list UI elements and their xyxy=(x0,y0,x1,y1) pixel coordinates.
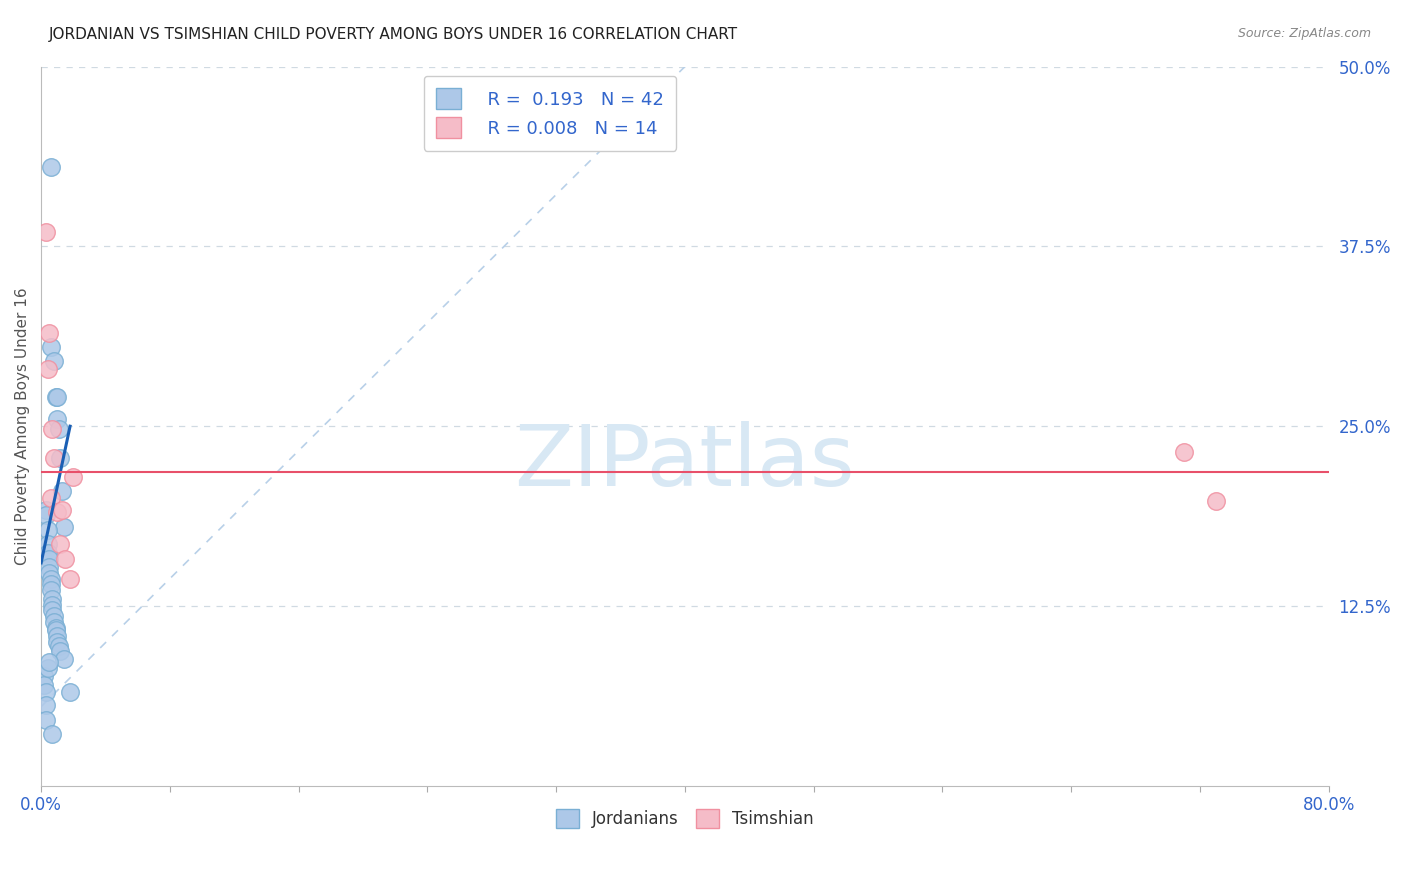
Point xyxy=(37,661,59,675)
Point xyxy=(35,502,58,516)
Point xyxy=(42,354,65,368)
Point xyxy=(59,572,82,586)
Text: ZIPatlas: ZIPatlas xyxy=(515,421,855,504)
Point xyxy=(37,523,59,537)
Point xyxy=(35,508,58,523)
Point xyxy=(38,566,60,580)
Point xyxy=(49,537,72,551)
Point xyxy=(45,624,67,638)
Point xyxy=(41,598,63,612)
Point xyxy=(34,669,56,683)
Point xyxy=(34,678,56,692)
Legend: Jordanians, Tsimshian: Jordanians, Tsimshian xyxy=(548,803,821,835)
Point xyxy=(49,450,72,465)
Point xyxy=(39,340,62,354)
Point xyxy=(41,591,63,606)
Point xyxy=(38,326,60,340)
Point xyxy=(38,655,60,669)
Point xyxy=(1173,445,1195,459)
Point xyxy=(35,713,58,727)
Point xyxy=(51,483,73,498)
Point xyxy=(62,469,84,483)
Point xyxy=(45,621,67,635)
Point xyxy=(42,450,65,465)
Point xyxy=(46,635,69,649)
Point xyxy=(41,603,63,617)
Point xyxy=(46,412,69,426)
Point xyxy=(35,698,58,713)
Point xyxy=(39,491,62,505)
Point xyxy=(38,551,60,566)
Point xyxy=(52,652,75,666)
Text: JORDANIAN VS TSIMSHIAN CHILD POVERTY AMONG BOYS UNDER 16 CORRELATION CHART: JORDANIAN VS TSIMSHIAN CHILD POVERTY AMO… xyxy=(49,27,738,42)
Point xyxy=(46,506,69,520)
Point xyxy=(38,560,60,574)
Point xyxy=(46,629,69,643)
Point xyxy=(1205,494,1227,508)
Point xyxy=(35,225,58,239)
Point xyxy=(45,391,67,405)
Point xyxy=(48,422,70,436)
Point xyxy=(37,361,59,376)
Point xyxy=(39,583,62,598)
Point xyxy=(49,643,72,657)
Y-axis label: Child Poverty Among Boys Under 16: Child Poverty Among Boys Under 16 xyxy=(15,287,30,565)
Point xyxy=(53,551,76,566)
Point xyxy=(46,391,69,405)
Point xyxy=(41,727,63,741)
Point xyxy=(39,577,62,591)
Point xyxy=(59,685,82,699)
Point xyxy=(51,502,73,516)
Point xyxy=(42,615,65,629)
Point xyxy=(52,520,75,534)
Text: Source: ZipAtlas.com: Source: ZipAtlas.com xyxy=(1237,27,1371,40)
Point xyxy=(37,537,59,551)
Point xyxy=(39,161,62,175)
Point xyxy=(35,685,58,699)
Point xyxy=(39,572,62,586)
Point xyxy=(41,422,63,436)
Point xyxy=(42,609,65,624)
Point xyxy=(37,546,59,560)
Point xyxy=(48,640,70,654)
